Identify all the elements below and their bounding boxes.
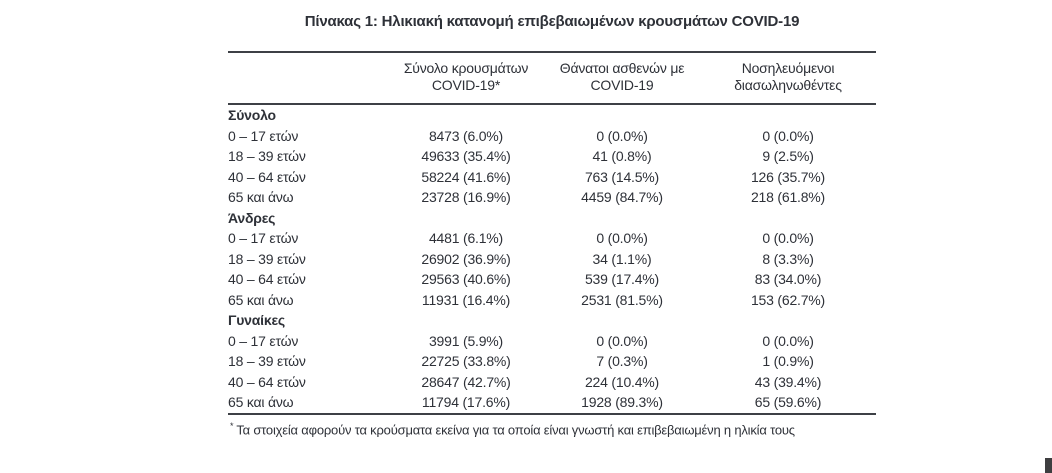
cases-cell: 29563 (40.6%) — [421, 271, 511, 287]
cases-cell: 8473 (6.0%) — [428, 127, 504, 144]
section-row: Άνδρες — [228, 208, 876, 229]
deaths-cell: 0 (0.0%) — [596, 332, 648, 349]
intubated-cell: 0 (0.0%) — [762, 332, 814, 349]
deaths-cell: 1928 (89.3%) — [581, 394, 663, 410]
age-cell: 40 – 64 ετών — [228, 271, 306, 287]
table-row: 0 – 17 ετών 4481 (6.1%) 0 (0.0%) 0 (0.0%) — [228, 228, 876, 249]
section-row: Σύνολο — [228, 104, 876, 126]
deaths-cell: 224 (10.4%) — [584, 373, 660, 390]
table-row: 18 – 39 ετών 26902 (36.9%) 34 (1.1%) 8 (3.3… — [228, 249, 876, 270]
section-label: Άνδρες — [228, 209, 276, 226]
intubated-cell: 83 (34.0%) — [754, 271, 822, 287]
age-cell: 18 – 39 ετών — [228, 353, 306, 369]
table-row: 65 και άνω 11931 (16.4%) 2531 (81.5%) 153 (… — [228, 290, 876, 311]
corner-cell — [228, 52, 388, 105]
cases-cell: 11794 (17.6%) — [421, 394, 511, 410]
intubated-cell: 153 (62.7%) — [750, 291, 826, 308]
age-cell: 65 και άνω — [228, 291, 294, 308]
deaths-cell: 539 (17.4%) — [584, 271, 660, 287]
deaths-cell: 41 (0.8%) — [592, 148, 652, 164]
table-row: 0 – 17 ετών 8473 (6.0%) 0 (0.0%) 0 (0.0%) — [228, 126, 876, 147]
age-cell: 65 και άνω — [228, 394, 294, 410]
deaths-cell: 7 (0.3%) — [596, 353, 648, 369]
intubated-cell: 126 (35.7%) — [750, 168, 826, 185]
table-row: 0 – 17 ετών 3991 (5.9%) 0 (0.0%) 0 (0.0%) — [228, 331, 876, 352]
table-row: 18 – 39 ετών 49633 (35.4%) 41 (0.8%) 9 (2.5… — [228, 146, 876, 167]
column-header-deaths: Θάνατοι ασθενών με COVID-19 — [544, 52, 700, 105]
cases-cell: 3991 (5.9%) — [428, 332, 504, 349]
section-label: Σύνολο — [228, 107, 276, 123]
footnote: * Τα στοιχεία αφορούν τα κρούσματα εκείνα… — [228, 419, 876, 437]
table-header: Σύνολο κρουσμάτων COVID-19* Θάνατοι ασθε… — [228, 52, 876, 105]
table-row: 40 – 64 ετών 28647 (42.7%) 224 (10.4%) 43 (… — [228, 372, 876, 393]
table-row: 18 – 39 ετών 22725 (33.8%) 7 (0.3%) 1 (0.9%… — [228, 351, 876, 372]
table-body: Σύνολο 0 – 17 ετών 8473 (6.0%) 0 (0.0%) 0 (0… — [228, 104, 876, 414]
cases-cell: 28647 (42.7%) — [421, 373, 511, 390]
cases-cell: 11931 (16.4%) — [421, 291, 511, 308]
age-cell: 18 – 39 ετών — [228, 250, 306, 267]
table-row: 65 και άνω 11794 (17.6%) 1928 (89.3%) 65 (5… — [228, 392, 876, 414]
deaths-cell: 0 (0.0%) — [596, 230, 648, 246]
cases-cell: 26902 (36.9%) — [421, 250, 511, 267]
table-block: Πίνακας 1: Ηλικιακή κατανομή επιβεβαιωμέ… — [228, 13, 876, 437]
header-row: Σύνολο κρουσμάτων COVID-19* Θάνατοι ασθε… — [228, 52, 876, 105]
table-row: 40 – 64 ετών 29563 (40.6%) 539 (17.4%) 83 (… — [228, 269, 876, 290]
deaths-cell: 34 (1.1%) — [592, 250, 652, 267]
age-cell: 40 – 64 ετών — [228, 373, 306, 390]
column-header-line: Σύνολο κρουσμάτων — [403, 60, 529, 76]
age-cell: 0 – 17 ετών — [228, 127, 299, 144]
bottom-right-artifact — [1045, 458, 1052, 473]
age-distribution-table: Σύνολο κρουσμάτων COVID-19* Θάνατοι ασθε… — [228, 51, 876, 415]
age-cell: 65 και άνω — [228, 189, 294, 205]
intubated-cell: 0 (0.0%) — [762, 127, 814, 144]
section-row: Γυναίκες — [228, 310, 876, 331]
intubated-cell: 43 (39.4%) — [754, 373, 822, 390]
table-row: 40 – 64 ετών 58224 (41.6%) 763 (14.5%) 126 … — [228, 167, 876, 188]
intubated-cell: 65 (59.6%) — [754, 394, 822, 410]
footnote-text: Τα στοιχεία αφορούν τα κρούσματα εκείνα … — [236, 421, 795, 437]
age-cell: 0 – 17 ετών — [228, 230, 299, 246]
age-cell: 40 – 64 ετών — [228, 168, 306, 185]
table-title: Πίνακας 1: Ηλικιακή κατανομή επιβεβαιωμέ… — [304, 13, 800, 30]
cases-cell: 22725 (33.8%) — [421, 353, 511, 369]
age-cell: 18 – 39 ετών — [228, 148, 306, 164]
intubated-cell: 218 (61.8%) — [750, 189, 826, 205]
footnote-marker: * — [230, 420, 234, 431]
age-cell: 0 – 17 ετών — [228, 332, 299, 349]
intubated-cell: 8 (3.3%) — [762, 250, 814, 267]
intubated-cell: 0 (0.0%) — [762, 230, 814, 246]
column-header-intubated: Νοσηλευόμενοι διασωληνωθέντες — [700, 52, 876, 105]
cases-cell: 23728 (16.9%) — [421, 189, 511, 205]
deaths-cell: 2531 (81.5%) — [581, 291, 663, 308]
column-header-line: Νοσηλευόμενοι — [741, 60, 835, 76]
column-header-line: COVID-19 — [590, 77, 654, 93]
section-label: Γυναίκες — [228, 312, 285, 328]
cases-cell: 58224 (41.6%) — [421, 168, 511, 185]
intubated-cell: 1 (0.9%) — [762, 353, 814, 369]
column-header-line: Θάνατοι ασθενών με — [559, 60, 685, 76]
cases-cell: 49633 (35.4%) — [421, 148, 511, 164]
column-header-line: διασωληνωθέντες — [734, 77, 842, 93]
column-header-cases: Σύνολο κρουσμάτων COVID-19* — [388, 52, 544, 105]
cases-cell: 4481 (6.1%) — [428, 230, 504, 246]
deaths-cell: 763 (14.5%) — [584, 168, 660, 185]
table-row: 65 και άνω 23728 (16.9%) 4459 (84.7%) 218 (… — [228, 187, 876, 208]
intubated-cell: 9 (2.5%) — [762, 148, 814, 164]
deaths-cell: 4459 (84.7%) — [581, 189, 663, 205]
deaths-cell: 0 (0.0%) — [596, 127, 648, 144]
column-header-line: COVID-19* — [431, 77, 501, 93]
